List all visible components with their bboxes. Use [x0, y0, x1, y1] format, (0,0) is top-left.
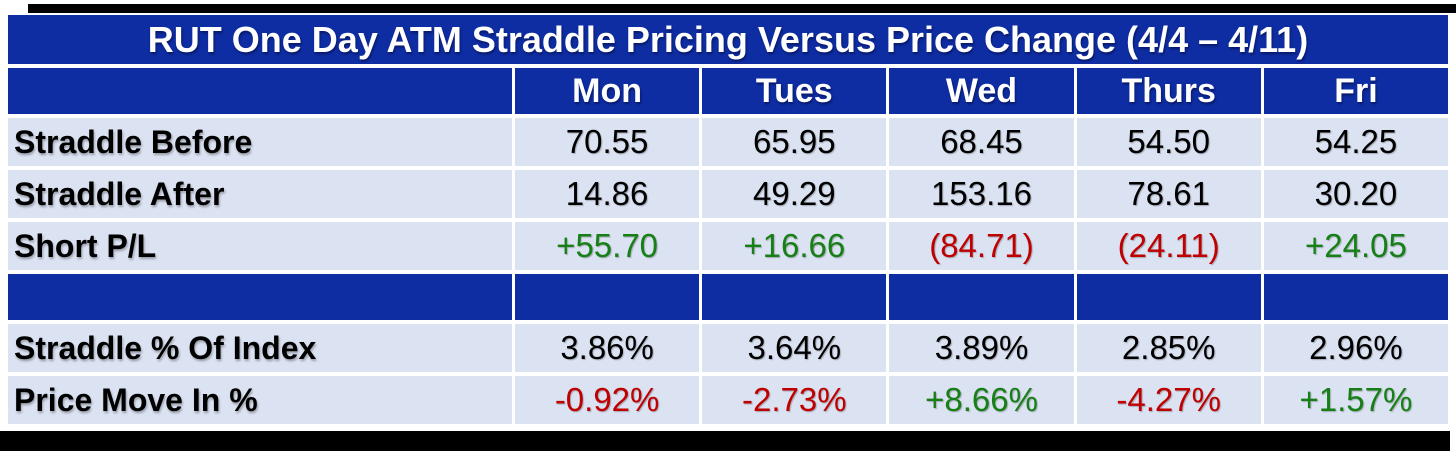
- table-cell: 30.20: [1263, 170, 1449, 218]
- table-row-straddle-pct-of-index: Straddle % Of Index 3.86% 3.64% 3.89% 2.…: [8, 324, 1449, 372]
- separator-cell: [702, 274, 887, 320]
- table-cell: 65.95: [702, 118, 887, 166]
- row-label: Price Move In %: [8, 376, 512, 424]
- table-cell: +1.57%: [1263, 376, 1449, 424]
- row-label: Short P/L: [8, 222, 512, 270]
- bottom-border-rule: [0, 431, 1450, 451]
- corner-header-cell: [8, 68, 512, 114]
- table-cell: 54.25: [1263, 118, 1449, 166]
- table-cell: +16.66: [702, 222, 887, 270]
- table-cell: 3.64%: [702, 324, 887, 372]
- table-cell: (24.11): [1076, 222, 1261, 270]
- table-cell: +8.66%: [889, 376, 1074, 424]
- separator-cell: [889, 274, 1074, 320]
- separator-cell: [1263, 274, 1449, 320]
- table-cell: -0.92%: [515, 376, 700, 424]
- separator-cell: [515, 274, 700, 320]
- row-label: Straddle % Of Index: [8, 324, 512, 372]
- column-header-thurs: Thurs: [1076, 68, 1261, 114]
- table-cell: 68.45: [889, 118, 1074, 166]
- table-cell: 49.29: [702, 170, 887, 218]
- table-cell: 3.86%: [515, 324, 700, 372]
- column-header-fri: Fri: [1263, 68, 1449, 114]
- row-label: Straddle After: [8, 170, 512, 218]
- table-cell: 2.85%: [1076, 324, 1261, 372]
- separator-cell: [1076, 274, 1261, 320]
- top-border-rule: [28, 4, 1456, 13]
- column-header-mon: Mon: [515, 68, 700, 114]
- table-cell: 3.89%: [889, 324, 1074, 372]
- table-cell: -4.27%: [1076, 376, 1261, 424]
- table-header-row: Mon Tues Wed Thurs Fri: [8, 68, 1449, 114]
- column-header-wed: Wed: [889, 68, 1074, 114]
- table-row-straddle-after: Straddle After 14.86 49.29 153.16 78.61 …: [8, 170, 1449, 218]
- table-row-price-move-pct: Price Move In % -0.92% -2.73% +8.66% -4.…: [8, 376, 1449, 424]
- table-cell: 70.55: [515, 118, 700, 166]
- table-cell: 14.86: [515, 170, 700, 218]
- table-separator-row: [8, 274, 1449, 320]
- table-row-straddle-before: Straddle Before 70.55 65.95 68.45 54.50 …: [8, 118, 1449, 166]
- column-header-tues: Tues: [702, 68, 887, 114]
- table-cell: +24.05: [1263, 222, 1449, 270]
- straddle-pricing-table: RUT One Day ATM Straddle Pricing Versus …: [8, 15, 1449, 428]
- table-cell: 2.96%: [1263, 324, 1449, 372]
- table-title: RUT One Day ATM Straddle Pricing Versus …: [147, 18, 1309, 60]
- table-row-short-pl: Short P/L +55.70 +16.66 (84.71) (24.11) …: [8, 222, 1449, 270]
- table-title-row: RUT One Day ATM Straddle Pricing Versus …: [8, 15, 1448, 64]
- table-cell: 153.16: [889, 170, 1074, 218]
- table-cell: 78.61: [1076, 170, 1261, 218]
- table-cell: +55.70: [515, 222, 700, 270]
- table-cell: (84.71): [889, 222, 1074, 270]
- table-cell: 54.50: [1076, 118, 1261, 166]
- row-label: Straddle Before: [8, 118, 512, 166]
- separator-cell: [8, 274, 512, 320]
- table-cell: -2.73%: [702, 376, 887, 424]
